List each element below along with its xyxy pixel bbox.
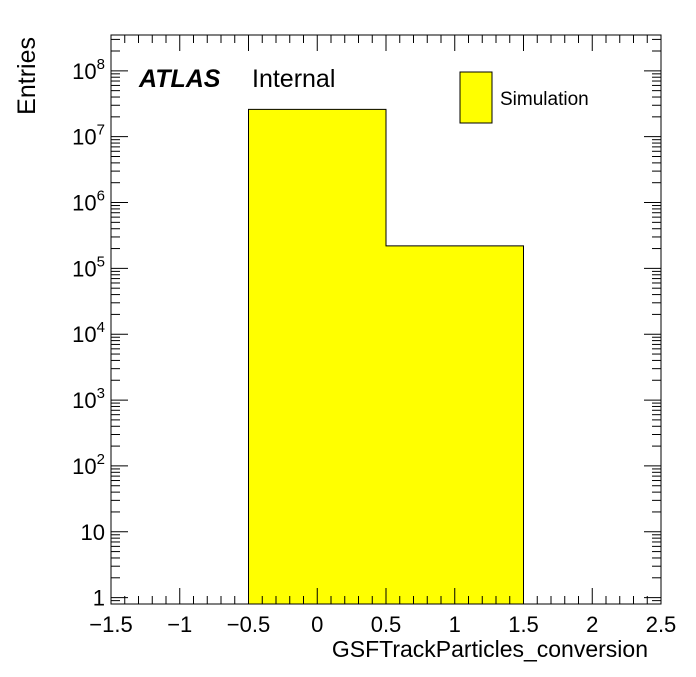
histogram-outline xyxy=(248,108,524,604)
x-tick-label: −1 xyxy=(167,612,192,637)
x-tick-label: 2 xyxy=(586,612,598,637)
y-tick-label: 1 xyxy=(93,586,105,611)
x-tick-label: 0 xyxy=(311,612,323,637)
y-tick-label: 104 xyxy=(72,319,105,347)
y-tick-label: 106 xyxy=(72,188,105,216)
plot-frame xyxy=(110,34,662,605)
x-tick-label: −0.5 xyxy=(227,612,270,637)
x-tick-label: −1.5 xyxy=(89,612,132,637)
y-tick-label: 108 xyxy=(72,56,105,84)
internal-label: Internal xyxy=(252,65,335,93)
y-tick-label: 103 xyxy=(72,385,105,413)
y-tick-label: 102 xyxy=(72,451,105,479)
y-tick-label: 10 xyxy=(81,520,105,545)
histogram-bin-1 xyxy=(386,245,524,604)
y-axis-label: Entries xyxy=(13,37,41,115)
legend-label-simulation: Simulation xyxy=(500,89,589,110)
legend: Simulation xyxy=(459,71,589,124)
x-axis-label: GSFTrackParticles_conversion xyxy=(332,636,648,662)
y-tick-label: 105 xyxy=(72,253,105,281)
legend-swatch-simulation xyxy=(459,71,493,124)
atlas-label: ATLAS xyxy=(138,65,221,93)
y-tick-label: 107 xyxy=(72,122,105,150)
x-tick-label: 1.5 xyxy=(508,612,539,637)
x-tick-label: 1 xyxy=(449,612,461,637)
histogram-bin-0 xyxy=(248,109,386,604)
x-tick-label: 0.5 xyxy=(371,612,402,637)
x-tick-label: 2.5 xyxy=(646,612,677,637)
